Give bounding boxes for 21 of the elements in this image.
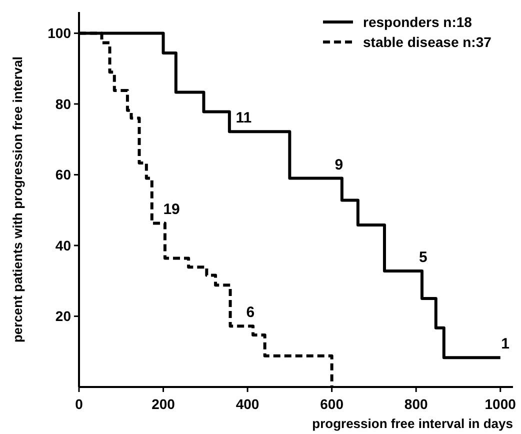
- y-tick-label: 40: [55, 237, 72, 254]
- annotation: 9: [334, 156, 344, 174]
- annotation: 5: [418, 248, 428, 266]
- x-tick-label: 200: [152, 396, 176, 412]
- legend-label: stable disease n:37: [363, 34, 492, 50]
- y-tick-label: 80: [55, 96, 72, 112]
- y-tick-label: 20: [55, 308, 72, 324]
- annotation: 19: [163, 201, 180, 218]
- y-tick-label: 60: [55, 166, 72, 183]
- y-axis-title: percent patients with progression free interval: [10, 56, 25, 343]
- x-tick-label: 600: [320, 396, 344, 412]
- annotation: 11: [236, 110, 252, 127]
- x-tick-label: 1000: [484, 396, 516, 412]
- legend-label: responders n:18: [363, 14, 472, 30]
- x-tick-label: 0: [75, 396, 84, 412]
- annotation: 6: [246, 304, 255, 322]
- x-tick-label: 400: [236, 396, 260, 412]
- x-axis-title: progression free interval in days: [312, 416, 513, 431]
- annotation: 1: [501, 336, 510, 353]
- x-tick-label: 800: [404, 396, 428, 412]
- y-tick-label: 100: [48, 25, 72, 42]
